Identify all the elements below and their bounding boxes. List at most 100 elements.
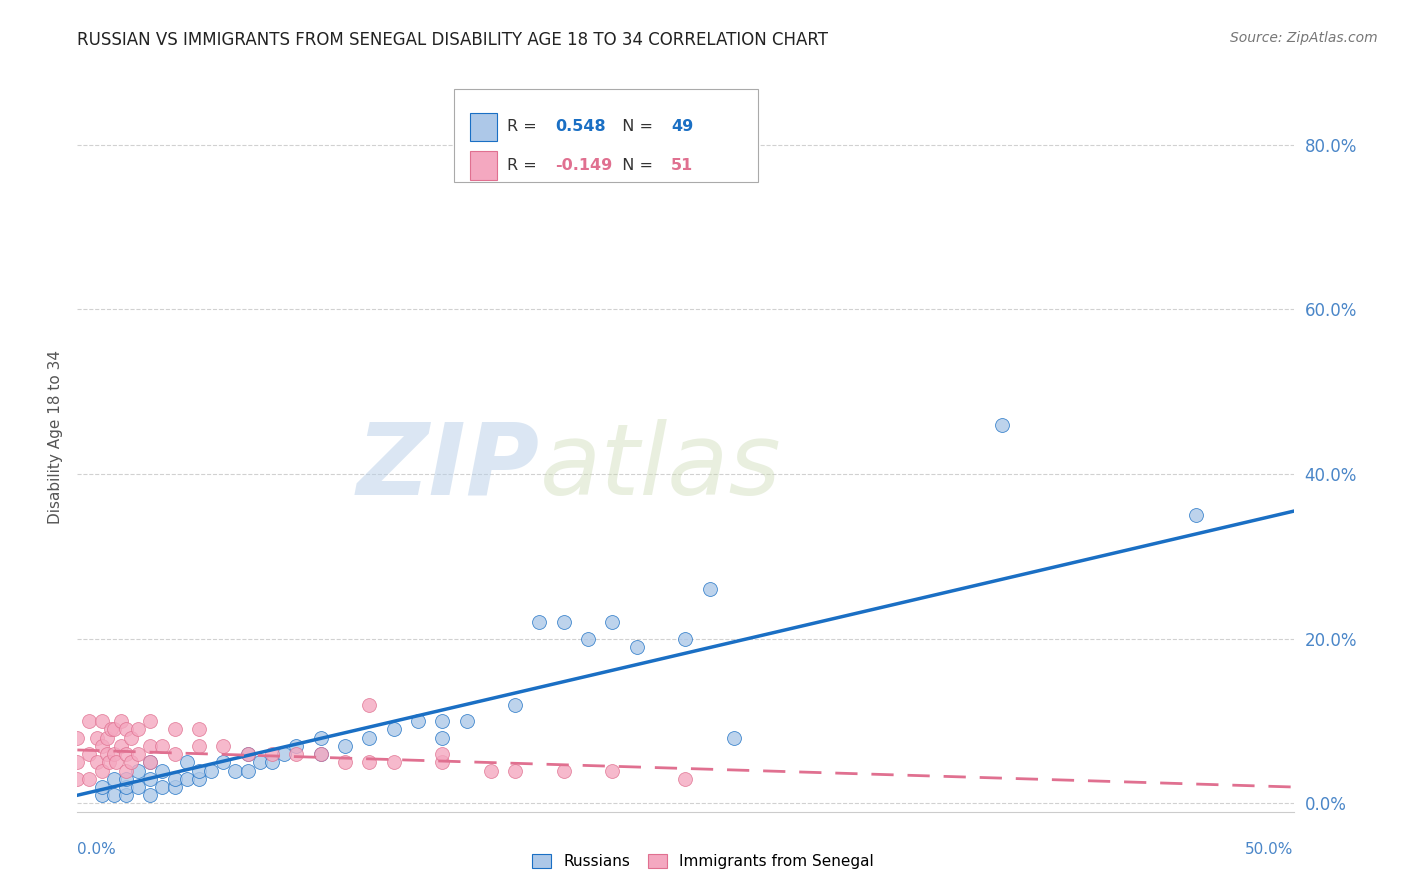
Point bbox=[576, 632, 599, 646]
Point bbox=[285, 747, 308, 761]
Point bbox=[163, 723, 186, 737]
FancyBboxPatch shape bbox=[454, 88, 758, 182]
Point bbox=[333, 756, 356, 770]
Point bbox=[97, 756, 120, 770]
Point bbox=[90, 780, 112, 794]
Point bbox=[127, 780, 149, 794]
Legend: Russians, Immigrants from Senegal: Russians, Immigrants from Senegal bbox=[526, 847, 880, 875]
Point bbox=[309, 731, 332, 745]
Point bbox=[188, 772, 211, 786]
Text: N =: N = bbox=[613, 120, 658, 135]
Point bbox=[163, 772, 186, 786]
Text: 0.548: 0.548 bbox=[555, 120, 606, 135]
Point bbox=[96, 747, 118, 761]
Point bbox=[309, 747, 332, 761]
Point bbox=[100, 723, 122, 737]
Point bbox=[79, 772, 101, 786]
Point bbox=[176, 772, 198, 786]
Point bbox=[176, 756, 198, 770]
Point bbox=[359, 698, 381, 712]
Point bbox=[273, 747, 295, 761]
Point bbox=[103, 723, 125, 737]
Point bbox=[333, 739, 356, 753]
Point bbox=[675, 632, 697, 646]
Point bbox=[152, 739, 174, 753]
Text: 49: 49 bbox=[671, 120, 693, 135]
Point bbox=[115, 789, 138, 803]
Point bbox=[103, 789, 125, 803]
Point bbox=[188, 723, 211, 737]
Point bbox=[127, 747, 149, 761]
Point bbox=[103, 747, 125, 761]
Point bbox=[503, 764, 526, 778]
Point bbox=[359, 756, 381, 770]
Point bbox=[115, 723, 138, 737]
Point bbox=[382, 756, 405, 770]
Point bbox=[430, 756, 453, 770]
Point bbox=[236, 764, 259, 778]
Point bbox=[152, 764, 174, 778]
Point bbox=[430, 714, 453, 728]
Point bbox=[456, 714, 478, 728]
Point bbox=[430, 747, 453, 761]
Point bbox=[139, 714, 162, 728]
Point bbox=[224, 764, 246, 778]
Point bbox=[236, 747, 259, 761]
Point bbox=[359, 731, 381, 745]
Point bbox=[66, 756, 89, 770]
Point bbox=[139, 756, 162, 770]
Point bbox=[553, 615, 575, 630]
Point bbox=[212, 739, 235, 753]
Point bbox=[529, 615, 551, 630]
Point bbox=[212, 756, 235, 770]
Point bbox=[139, 739, 162, 753]
Point bbox=[90, 764, 112, 778]
Point bbox=[675, 772, 697, 786]
Point bbox=[200, 764, 222, 778]
Point bbox=[626, 640, 648, 654]
Point bbox=[699, 582, 721, 597]
Text: R =: R = bbox=[506, 158, 541, 173]
Point bbox=[406, 714, 429, 728]
Point bbox=[127, 764, 149, 778]
Point bbox=[120, 756, 142, 770]
Text: ZIP: ZIP bbox=[357, 418, 540, 516]
Text: 50.0%: 50.0% bbox=[1246, 842, 1294, 856]
Point bbox=[382, 723, 405, 737]
Point bbox=[602, 615, 624, 630]
FancyBboxPatch shape bbox=[470, 152, 496, 180]
Point bbox=[553, 764, 575, 778]
Point bbox=[86, 731, 108, 745]
Point bbox=[990, 417, 1012, 432]
Point bbox=[479, 764, 502, 778]
Point bbox=[285, 739, 308, 753]
Point bbox=[188, 739, 211, 753]
Point bbox=[723, 731, 745, 745]
Point bbox=[66, 731, 89, 745]
Point bbox=[115, 772, 138, 786]
Y-axis label: Disability Age 18 to 34: Disability Age 18 to 34 bbox=[48, 350, 63, 524]
Point bbox=[163, 780, 186, 794]
Text: -0.149: -0.149 bbox=[555, 158, 613, 173]
Point bbox=[503, 698, 526, 712]
Text: Source: ZipAtlas.com: Source: ZipAtlas.com bbox=[1230, 31, 1378, 45]
Point bbox=[1185, 508, 1208, 523]
Point bbox=[236, 747, 259, 761]
Point bbox=[66, 772, 89, 786]
Point bbox=[430, 731, 453, 745]
FancyBboxPatch shape bbox=[470, 112, 496, 141]
Point bbox=[152, 780, 174, 794]
Point bbox=[90, 789, 112, 803]
Point bbox=[110, 739, 132, 753]
Point bbox=[79, 714, 101, 728]
Point bbox=[139, 772, 162, 786]
Point bbox=[260, 747, 283, 761]
Point bbox=[115, 764, 138, 778]
Point bbox=[127, 723, 149, 737]
Point bbox=[86, 756, 108, 770]
Point bbox=[90, 714, 112, 728]
Text: N =: N = bbox=[613, 158, 658, 173]
Point bbox=[96, 731, 118, 745]
Point bbox=[139, 789, 162, 803]
Point bbox=[260, 756, 283, 770]
